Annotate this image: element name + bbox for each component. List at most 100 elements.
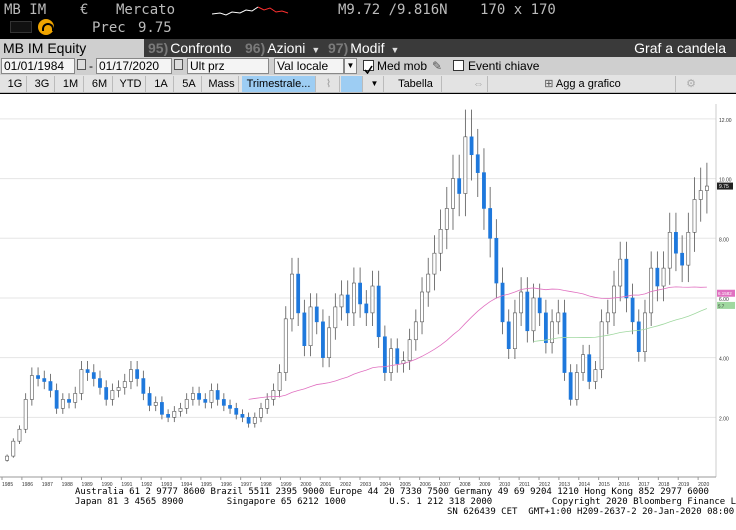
candle-body bbox=[475, 154, 480, 173]
x-tick-label: 2006 bbox=[420, 482, 431, 486]
x-tick-label: 2008 bbox=[459, 482, 470, 486]
candle-body bbox=[104, 387, 109, 400]
line-chart-icon[interactable]: ⌇ bbox=[318, 76, 340, 92]
x-tick-label: 1990 bbox=[101, 482, 112, 486]
candle-body bbox=[153, 402, 158, 406]
compare-button[interactable]: 95) Confronto bbox=[148, 39, 232, 57]
period-max[interactable]: Mass bbox=[205, 76, 239, 92]
start-date-field[interactable]: 01/01/1984 bbox=[1, 58, 75, 74]
x-tick-label: 2007 bbox=[440, 482, 451, 486]
x-tick-label: 2018 bbox=[658, 482, 669, 486]
candle-body bbox=[556, 312, 561, 323]
candle-body bbox=[234, 408, 239, 415]
table-button[interactable]: Tabella bbox=[390, 76, 442, 92]
end-date-field[interactable]: 01/17/2020 bbox=[96, 58, 172, 74]
candle-body bbox=[705, 185, 709, 191]
x-tick-label: 2016 bbox=[619, 482, 630, 486]
candle-body bbox=[178, 408, 183, 412]
x-tick-label: 1996 bbox=[221, 482, 232, 486]
candle-body bbox=[643, 312, 647, 352]
candle-body bbox=[60, 399, 65, 409]
arrows-icon[interactable]: ⇔ bbox=[470, 76, 488, 92]
candle-body bbox=[581, 354, 585, 373]
candle-body bbox=[661, 267, 666, 287]
security-label: MB IM Equity bbox=[3, 40, 87, 56]
period-ytd[interactable]: YTD bbox=[116, 76, 146, 92]
ticker-label: MB IM bbox=[4, 2, 47, 18]
x-tick-label: 2010 bbox=[499, 482, 510, 486]
x-tick-label: 1988 bbox=[62, 482, 73, 486]
candle-body bbox=[308, 306, 313, 347]
moving-average-line-2 bbox=[533, 308, 708, 342]
candle-body bbox=[283, 318, 288, 373]
actions-label: Azioni bbox=[267, 40, 306, 56]
edit-menu[interactable]: 97) Modif ▼ bbox=[328, 39, 399, 57]
chevron-down-icon[interactable]: ▼ bbox=[366, 76, 384, 92]
calendar-icon[interactable] bbox=[174, 59, 183, 70]
add-to-chart-button[interactable]: ⊞ Agg a grafico bbox=[490, 76, 676, 92]
period-3d[interactable]: 3G bbox=[30, 76, 55, 92]
quote-header: MB IM € Mercato Prec 9.75 M9.72 /9.816N … bbox=[0, 0, 736, 38]
alert-icon[interactable] bbox=[38, 19, 54, 35]
candle-body bbox=[91, 372, 96, 379]
candle-body bbox=[265, 399, 270, 409]
currency-mode-select[interactable]: Val locale bbox=[274, 58, 344, 74]
candle-body bbox=[11, 440, 16, 457]
candle-body bbox=[203, 399, 208, 403]
pencil-icon[interactable]: ✎ bbox=[432, 59, 443, 73]
period-6m[interactable]: 6M bbox=[87, 76, 113, 92]
price-chart[interactable]: 2.00 4.00 6.00 8.00 10.00 12.00 1985 1986 1987 19… bbox=[0, 94, 736, 488]
candle-body bbox=[259, 408, 263, 418]
moving-average-line bbox=[248, 286, 707, 400]
candle-body bbox=[67, 399, 71, 403]
x-tick-label: 1997 bbox=[241, 482, 252, 486]
candle-body bbox=[364, 303, 369, 314]
chevron-down-icon: ▼ bbox=[311, 45, 321, 55]
candle-body bbox=[599, 321, 604, 370]
gear-icon[interactable]: ⚙ bbox=[686, 78, 696, 90]
candle-body bbox=[79, 369, 84, 394]
edit-label: Modif bbox=[350, 40, 385, 56]
chart-canvas: 2.00 4.00 6.00 8.00 10.00 12.00 1985 1986 1987 19… bbox=[0, 104, 735, 488]
candle-body bbox=[147, 393, 152, 406]
candle-body bbox=[23, 399, 28, 430]
candle-body bbox=[327, 327, 332, 358]
candle-body bbox=[438, 229, 443, 254]
candle-body bbox=[110, 390, 115, 400]
security-field[interactable]: MB IM Equity bbox=[0, 39, 144, 57]
candle-body bbox=[296, 273, 301, 314]
chart-style-icon[interactable] bbox=[341, 76, 363, 92]
footer-timestamp: SN 626439 CET GMT+1:00 H209-2637-2 20-Ja… bbox=[447, 507, 736, 517]
currency-label: € bbox=[80, 2, 89, 18]
x-tick-label: 1999 bbox=[280, 482, 291, 486]
period-1y[interactable]: 1A bbox=[149, 76, 174, 92]
candle-body bbox=[667, 232, 672, 269]
period-1m[interactable]: 1M bbox=[58, 76, 84, 92]
ma-tag bbox=[717, 289, 735, 297]
candle-body bbox=[457, 178, 462, 194]
moving-average-checkbox[interactable] bbox=[363, 60, 374, 75]
candle-body bbox=[574, 372, 579, 400]
add-chart-icon: ⊞ bbox=[544, 78, 554, 90]
x-tick-label: 1993 bbox=[161, 482, 172, 486]
candle-body bbox=[48, 381, 53, 391]
key-events-checkbox[interactable] bbox=[453, 60, 464, 71]
candle-body bbox=[649, 267, 654, 314]
chevron-down-icon[interactable]: ▼ bbox=[344, 58, 357, 74]
frequency-select[interactable]: Trimestrale... bbox=[242, 76, 316, 92]
candle-body bbox=[562, 312, 567, 373]
candle-body bbox=[135, 369, 140, 379]
period-5y[interactable]: 5A bbox=[177, 76, 202, 92]
x-tick-label: 2003 bbox=[360, 482, 371, 486]
market-label: Mercato bbox=[116, 2, 176, 18]
period-1d[interactable]: 1G bbox=[4, 76, 27, 92]
candle-body bbox=[469, 136, 474, 156]
actions-menu[interactable]: 96) Azioni ▼ bbox=[245, 39, 320, 57]
candle-body bbox=[228, 405, 232, 409]
price-type-select[interactable]: Ult prz bbox=[187, 58, 269, 74]
calendar-icon[interactable] bbox=[77, 59, 86, 70]
x-tick-label: 2020 bbox=[698, 482, 709, 486]
candle-body bbox=[17, 428, 22, 442]
candle-body bbox=[543, 312, 548, 344]
candle-body bbox=[444, 208, 449, 230]
